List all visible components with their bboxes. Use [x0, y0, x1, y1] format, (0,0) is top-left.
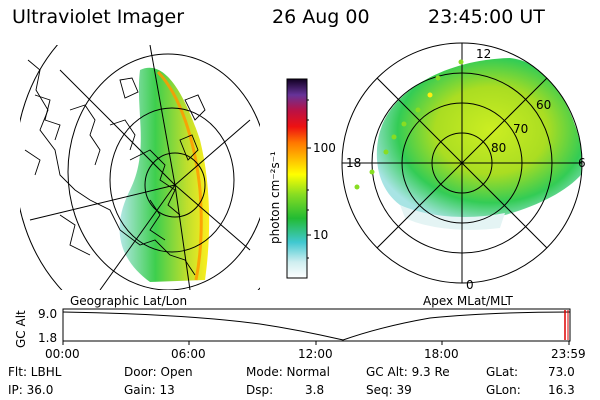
altitude-curve [62, 311, 571, 341]
mlt-label-18: 18 [346, 156, 361, 170]
timeline-xtick-1200: 12:00 [298, 347, 333, 361]
colorbar: 100 10 photon cm⁻²s⁻¹ [268, 78, 336, 279]
geographic-map-panel [20, 45, 260, 290]
instrument-info: Flt: LBHL IP: 36.0 Door: Open Gain: 13 M… [8, 365, 575, 397]
aurora-arc-bright [156, 70, 203, 281]
aurora-emission-right [376, 58, 582, 219]
info-glon-label: GLon: [486, 383, 521, 397]
info-glat-value: 73.0 [548, 365, 575, 379]
info-seq: Seq: 39 [366, 383, 412, 397]
lat-label-70: 70 [513, 122, 528, 136]
colorbar-axis-label: photon cm⁻²s⁻¹ [268, 151, 282, 244]
image-title: Ultraviolet Imager [12, 6, 185, 28]
left-panel-caption: Geographic Lat/Lon [70, 294, 187, 308]
timeline-ytick-1-8: 1.8 [38, 331, 57, 345]
timeline-xtick-0600: 06:00 [171, 347, 206, 361]
timeline-ytick-9: 9.0 [38, 307, 57, 321]
info-mode: Mode: Normal [246, 365, 330, 379]
observation-time: 23:45:00 UT [428, 6, 545, 28]
timeline-axis-label: GC Alt [14, 310, 28, 348]
info-filter: Flt: LBHL [8, 365, 62, 379]
polar-plot-panel: 12 18 6 0 60 70 80 [341, 42, 586, 292]
info-glon-value: 16.3 [548, 383, 575, 397]
info-glat-label: GLat: [486, 365, 518, 379]
colorbar-tick-label-10: 10 [313, 228, 328, 242]
timeline-xtick-1800: 18:00 [424, 347, 459, 361]
colorbar-tick-label-100: 100 [313, 141, 336, 155]
colorbar-gradient [286, 78, 308, 279]
info-dsp-value: 3.8 [305, 383, 324, 397]
timeline-xtick-0000: 00:00 [45, 347, 80, 361]
info-dsp-label: Dsp: [246, 383, 273, 397]
altitude-timeline: 9.0 1.8 GC Alt 00:00 06:00 12:00 18:00 2… [14, 307, 586, 361]
observation-date: 26 Aug 00 [272, 6, 370, 28]
lat-label-80: 80 [491, 141, 506, 155]
mlt-label-12: 12 [476, 47, 491, 61]
info-door: Door: Open [124, 365, 193, 379]
info-ip: IP: 36.0 [8, 383, 53, 397]
lat-label-60: 60 [536, 98, 551, 112]
info-gc-alt: GC Alt: 9.3 Re [366, 365, 450, 379]
info-gain: Gain: 13 [124, 383, 175, 397]
right-panel-caption: Apex MLat/MLT [423, 294, 513, 308]
mlt-label-0: 0 [466, 278, 474, 292]
mlt-label-6: 6 [578, 156, 586, 170]
timeline-xtick-2359: 23:59 [551, 347, 586, 361]
emission-dots [354, 59, 464, 190]
